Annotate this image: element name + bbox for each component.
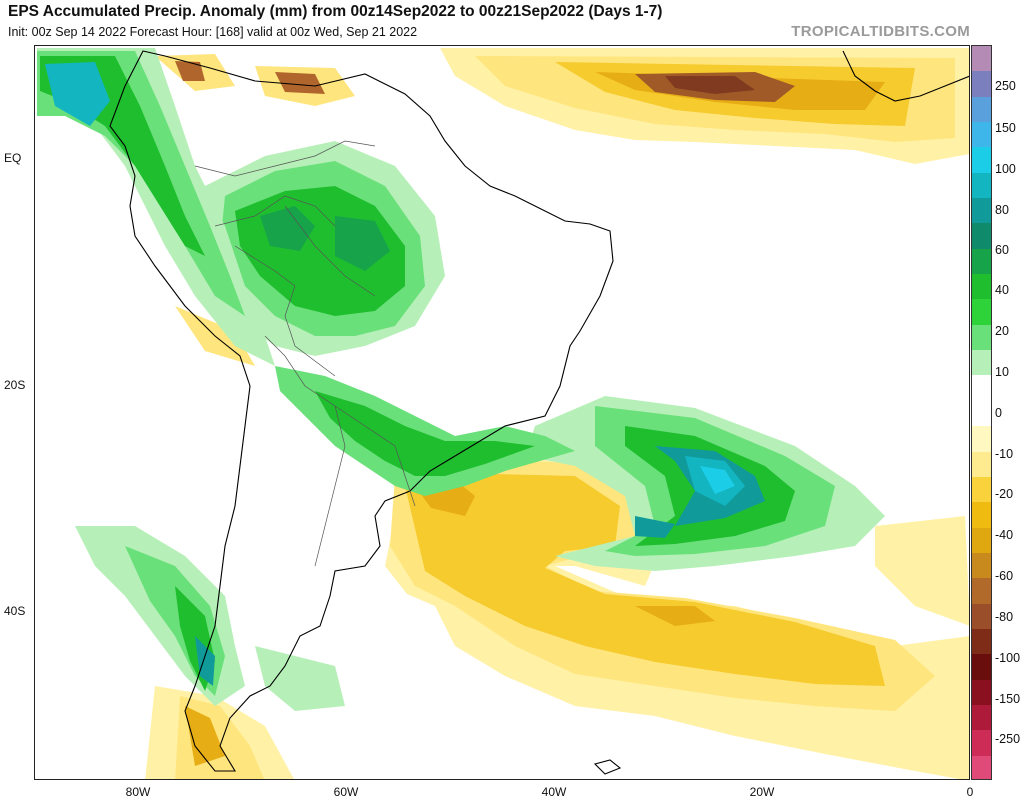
africa-coastline bbox=[842, 50, 969, 102]
lon-label-80w: 80W bbox=[125, 785, 151, 799]
falklands bbox=[593, 759, 622, 775]
colorbar-segment bbox=[972, 274, 991, 300]
colorbar-label: 100 bbox=[995, 162, 1016, 176]
anomaly-map[interactable] bbox=[34, 45, 970, 780]
colorbar-segment bbox=[972, 223, 991, 250]
colorbar-segment bbox=[972, 350, 991, 376]
colorbar-segment bbox=[972, 96, 991, 123]
colorbar-segment bbox=[972, 375, 991, 402]
colorbar-label: 40 bbox=[995, 283, 1009, 297]
south-america-coastline bbox=[109, 50, 614, 772]
colorbar-segment bbox=[972, 502, 991, 529]
colorbar-segment bbox=[972, 704, 991, 731]
colorbar-segment bbox=[972, 172, 991, 199]
wet-anomaly-layer bbox=[37, 48, 885, 711]
colorbar-label: 80 bbox=[995, 203, 1009, 217]
coastline-layer bbox=[109, 50, 969, 775]
colorbar-segment bbox=[972, 46, 991, 72]
lon-label-40w: 40W bbox=[541, 785, 567, 799]
colorbar-segment bbox=[972, 578, 991, 605]
colorbar-segment bbox=[972, 426, 991, 453]
colorbar-segment bbox=[972, 299, 991, 326]
colorbar-label: 60 bbox=[995, 243, 1009, 257]
colorbar-segment bbox=[972, 248, 991, 275]
colorbar-segment bbox=[972, 476, 991, 503]
colorbar-segment bbox=[972, 400, 991, 427]
colorbar-segment bbox=[972, 730, 991, 757]
country-borders-layer bbox=[194, 140, 416, 567]
colorbar-segment bbox=[972, 451, 991, 478]
colorbar-segment bbox=[972, 552, 991, 579]
lat-label-eq: EQ bbox=[4, 151, 22, 165]
colorbar-label: 10 bbox=[995, 365, 1009, 379]
colorbar-segment bbox=[972, 527, 991, 554]
colorbar-segment bbox=[972, 198, 991, 224]
colorbar-segment bbox=[972, 603, 991, 630]
colorbar-segment bbox=[972, 628, 991, 655]
chart-title: EPS Accumulated Precip. Anomaly (mm) fro… bbox=[8, 3, 663, 20]
colorbar-segment bbox=[972, 654, 991, 681]
colorbar-label: 20 bbox=[995, 324, 1009, 338]
colorbar-label: -60 bbox=[995, 569, 1014, 583]
colorbar-segment bbox=[972, 122, 991, 148]
lon-label-20w: 20W bbox=[749, 785, 775, 799]
colorbar-segment bbox=[972, 755, 991, 779]
colorbar-segment bbox=[972, 324, 991, 351]
colorbar-segment bbox=[972, 147, 991, 174]
colorbar-label: 250 bbox=[995, 79, 1016, 93]
colorbar-label: -150 bbox=[995, 692, 1021, 706]
lon-label-60w: 60W bbox=[333, 785, 359, 799]
colorbar bbox=[971, 45, 992, 780]
colorbar-label: -250 bbox=[995, 732, 1021, 746]
colorbar-label: -20 bbox=[995, 487, 1014, 501]
lat-label-20s: 20S bbox=[4, 378, 26, 392]
chart-subtitle: Init: 00z Sep 14 2022 Forecast Hour: [16… bbox=[8, 25, 418, 39]
colorbar-label: -10 bbox=[995, 447, 1014, 461]
colorbar-label: -80 bbox=[995, 610, 1014, 624]
dry-anomaly-layer bbox=[130, 48, 969, 779]
lon-label-0: 0 bbox=[966, 785, 974, 799]
colorbar-label: 0 bbox=[995, 406, 1002, 420]
lat-label-40s: 40S bbox=[4, 604, 26, 618]
wet-area-southeast-brazil bbox=[275, 366, 575, 496]
colorbar-segment bbox=[972, 679, 991, 706]
map-canvas bbox=[35, 46, 969, 779]
colorbar-label: 150 bbox=[995, 121, 1016, 135]
colorbar-segment bbox=[972, 71, 991, 98]
colorbar-label: -100 bbox=[995, 651, 1021, 665]
brand-watermark: TROPICALTIDBITS.COM bbox=[791, 23, 970, 40]
colorbar-label: -40 bbox=[995, 528, 1014, 542]
